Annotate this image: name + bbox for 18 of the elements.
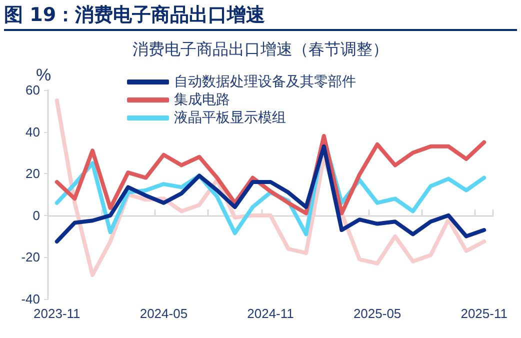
y-tick-label: 0 [32, 208, 40, 223]
x-tick-label: 2025-11 [460, 306, 508, 321]
chart-title: 图 19：消费电子商品出口增速 [4, 2, 517, 31]
line-series [54, 134, 486, 216]
chart-subtitle: 消费电子商品出口增速（春节调整） [132, 40, 388, 58]
y-tick-label: -20 [21, 250, 40, 265]
y-tick-label: 40 [26, 124, 40, 140]
legend-label: 集成电路 [174, 92, 230, 108]
x-tick-label: 2025-05 [353, 306, 402, 321]
x-tick-label: 2024-11 [247, 306, 294, 321]
legend-label: 自动数据处理设备及其零部件 [174, 74, 356, 90]
x-tick-label: 2023-11 [34, 306, 80, 321]
y-tick-label: 20 [26, 166, 40, 182]
y-tick-label: -40 [21, 292, 40, 306]
x-tick-label: 2024-05 [140, 306, 188, 321]
y-tick-label: 60 [26, 82, 40, 98]
legend-label: 液晶平板显示模组 [174, 110, 286, 126]
y-axis-title: % [36, 66, 52, 85]
